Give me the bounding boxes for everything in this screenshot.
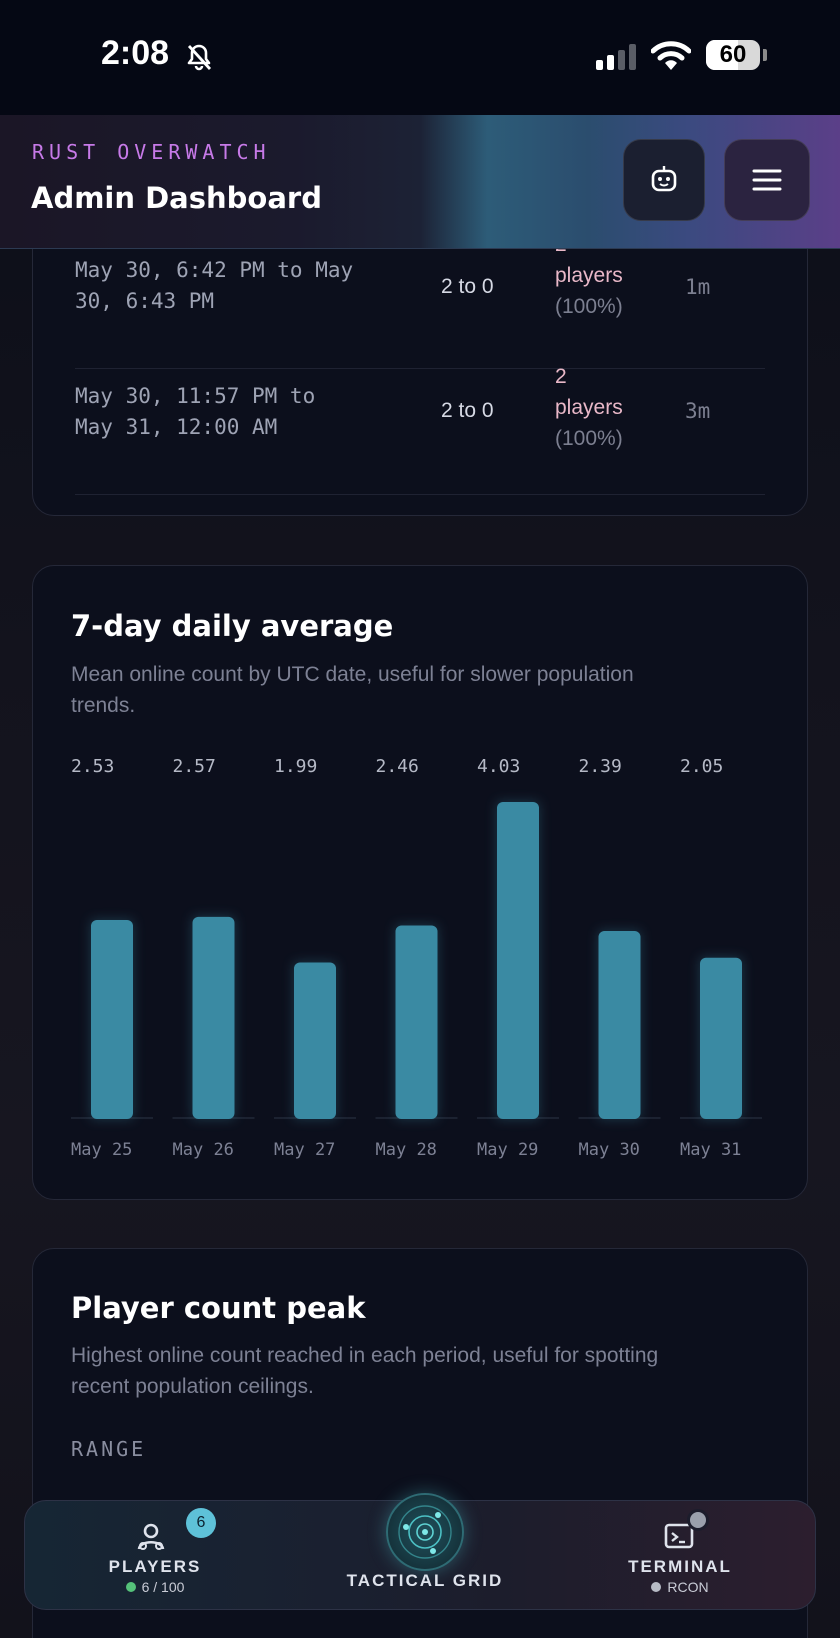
row-range: May 30, 11:57 PM to May 31, 12:00 AM [75, 384, 316, 439]
bar-may-27[interactable] [294, 962, 336, 1119]
table-row: May 30, 11:57 PM to May 31, 12:00 AM 2 t… [75, 365, 765, 495]
hamburger-icon [752, 169, 782, 191]
chart-title: 7-day daily average [71, 609, 394, 643]
radar-icon [386, 1493, 464, 1571]
bar-value-label: 2.46 [376, 756, 419, 777]
chart-description: Mean online count by UTC date, useful fo… [71, 663, 634, 717]
robot-icon [651, 166, 677, 192]
nav-terminal-label: TERMINAL [628, 1557, 732, 1576]
row-players: 2 players (100%) [555, 365, 623, 450]
x-tick-label: May 29 [477, 1140, 538, 1160]
bar-value-label: 2.57 [173, 756, 216, 777]
wifi-icon [650, 40, 692, 76]
x-tick-label: May 27 [274, 1140, 335, 1160]
bar-value-label: 2.05 [680, 756, 723, 777]
row-duration: 3m [685, 399, 711, 423]
bar-may-29[interactable] [497, 802, 539, 1119]
bar-may-26[interactable] [192, 916, 235, 1119]
daily-average-card: 7-day daily average Mean online count by… [32, 565, 808, 1200]
x-tick-label: May 25 [71, 1140, 132, 1160]
page-title: Admin Dashboard [31, 181, 322, 215]
bar-may-30[interactable] [598, 931, 641, 1119]
row-range: May 30, 6:42 PM to May 30, 6:43 PM [75, 258, 354, 313]
battery-tip [763, 49, 767, 61]
peak-title: Player count peak [71, 1291, 366, 1325]
nav-players[interactable]: 6 PLAYERS 6 / 100 [95, 1501, 216, 1611]
bar-value-label: 4.03 [477, 756, 520, 777]
players-badge: 6 [186, 1508, 216, 1538]
x-tick-label: May 31 [680, 1140, 741, 1160]
assistant-button[interactable] [623, 139, 705, 221]
menu-button[interactable] [724, 139, 810, 221]
table-row: May 30, 6:42 PM to May 30, 6:43 PM 2 to … [75, 233, 765, 369]
x-tick-label: May 28 [376, 1140, 437, 1160]
nav-terminal[interactable]: TERMINAL RCON [605, 1501, 755, 1611]
players-icon [137, 1523, 165, 1550]
app-header: RUST OVERWATCH Admin Dashboard [0, 115, 840, 249]
bar-chart: 2.53 May 25 2.57 May 26 1.99 May 27 2.46 May 28… [71, 756, 762, 1160]
status-bar: 2:08 60 [0, 0, 840, 115]
x-tick-label: May 26 [173, 1140, 234, 1160]
terminal-icon [664, 1523, 694, 1549]
brand-name: RUST OVERWATCH [32, 140, 271, 164]
range-column-header: RANGE [71, 1437, 147, 1461]
status-time: 2:08 [101, 34, 170, 72]
bar-may-28[interactable] [395, 925, 438, 1119]
nav-grid-label: TACTICAL GRID [346, 1571, 504, 1590]
battery-level: 60 [719, 41, 747, 68]
row-duration: 1m [685, 275, 711, 299]
bar-may-25[interactable] [91, 919, 133, 1119]
battery-icon: 60 [706, 40, 760, 70]
bar-may-31[interactable] [700, 957, 742, 1119]
row-delta: 2 to 0 [441, 275, 494, 298]
bar-value-label: 2.39 [579, 756, 622, 777]
terminal-sub: RCON [605, 1579, 755, 1595]
nav-tactical-grid[interactable]: TACTICAL GRID [325, 1493, 525, 1611]
x-tick-label: May 30 [579, 1140, 640, 1160]
bar-value-label: 1.99 [274, 756, 317, 777]
nav-players-label: PLAYERS [108, 1557, 202, 1576]
bell-muted-icon [184, 42, 214, 76]
bar-value-label: 2.53 [71, 756, 114, 777]
players-online-count: 6 / 100 [95, 1579, 215, 1595]
peak-description: Highest online count reached in each per… [71, 1344, 659, 1398]
row-delta: 2 to 0 [441, 399, 494, 422]
sessions-card: May 30, 6:42 PM to May 30, 6:43 PM 2 to … [32, 200, 808, 516]
rcon-dot [651, 1582, 662, 1592]
terminal-status-indicator [687, 1509, 709, 1531]
signal-icon [596, 42, 636, 70]
bottom-nav: 6 PLAYERS 6 / 100 TACTICAL GRID [24, 1493, 816, 1611]
online-dot [125, 1582, 136, 1592]
